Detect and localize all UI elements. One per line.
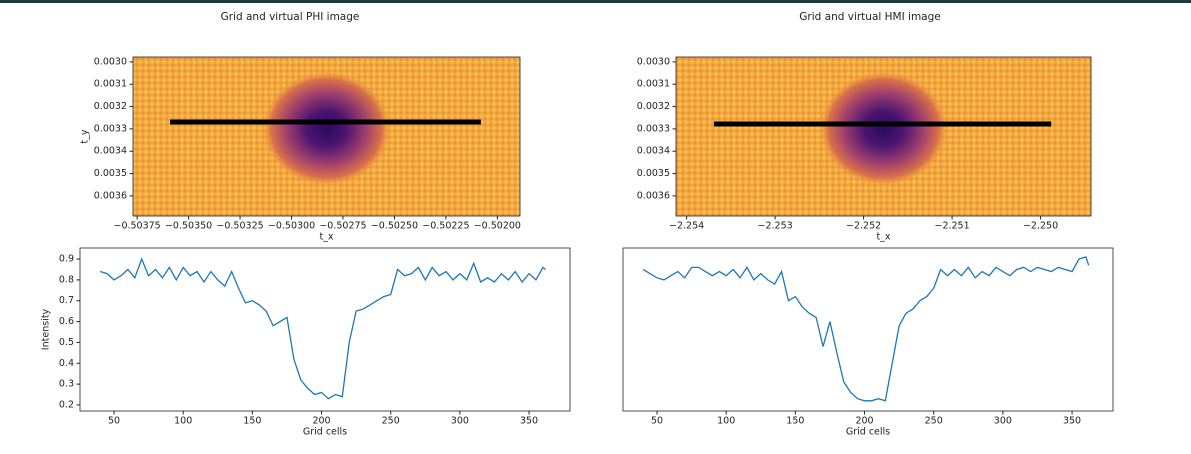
y-tick-label: 0.0034 xyxy=(94,146,127,157)
y-tick-label: 0.2 xyxy=(59,399,74,410)
x-axis-label: t_x xyxy=(876,232,890,243)
top-strip xyxy=(0,0,1191,3)
y-axis-label: t_y xyxy=(80,129,91,143)
x-tick-label: 250 xyxy=(382,416,400,427)
x-tick-label: 250 xyxy=(925,416,943,427)
y-tick-label: 0.0036 xyxy=(637,190,670,201)
y-tick-label: 0.0033 xyxy=(94,123,127,134)
x-tick-label: −0.50275 xyxy=(319,221,366,232)
y-tick-label: 0.0036 xyxy=(94,190,127,201)
y-tick-label: 0.0034 xyxy=(637,146,670,157)
x-tick-label: 350 xyxy=(1063,416,1081,427)
y-tick-label: 0.0033 xyxy=(637,123,670,134)
y-tick-label: 0.0030 xyxy=(94,56,127,67)
y-tick-label: 0.0030 xyxy=(637,56,670,67)
x-tick-label: −2.251 xyxy=(934,221,969,232)
x-tick-label: −0.50250 xyxy=(371,221,418,232)
sunspot xyxy=(261,70,392,187)
x-tick-label: −0.50375 xyxy=(113,221,160,232)
y-tick-label: 0.0032 xyxy=(637,101,670,112)
x-tick-label: 50 xyxy=(651,416,663,427)
x-tick-label: 100 xyxy=(174,416,192,427)
sunspot xyxy=(818,70,949,187)
x-axis-label: Grid cells xyxy=(303,427,347,438)
y-tick-label: 0.7 xyxy=(59,295,74,306)
x-tick-label: 150 xyxy=(243,416,261,427)
plot-frame xyxy=(79,247,571,412)
x-tick-label: −2.254 xyxy=(669,221,704,232)
plot-frame xyxy=(675,56,1092,217)
x-tick-label: −0.50225 xyxy=(422,221,469,232)
y-tick-label: 0.0031 xyxy=(637,79,670,90)
x-tick-label: 350 xyxy=(520,416,538,427)
x-tick-label: 200 xyxy=(855,416,873,427)
x-tick-label: 200 xyxy=(312,416,330,427)
y-axis-label: Intensity xyxy=(41,308,52,350)
line-series xyxy=(100,257,547,400)
y-tick-label: 0.4 xyxy=(59,358,74,369)
y-tick-label: 0.6 xyxy=(59,316,74,327)
x-tick-label: −0.50200 xyxy=(474,221,521,232)
y-tick-label: 0.3 xyxy=(59,379,74,390)
x-tick-label: 50 xyxy=(108,416,120,427)
chart-title: Grid and virtual HMI image xyxy=(799,11,940,23)
y-tick-label: 0.0031 xyxy=(94,79,127,90)
x-tick-label: −2.250 xyxy=(1023,221,1058,232)
y-tick-label: 0.5 xyxy=(59,337,74,348)
x-tick-label: −2.252 xyxy=(846,221,881,232)
x-tick-label: 300 xyxy=(451,416,469,427)
plot-frame xyxy=(622,247,1114,412)
x-tick-label: −0.50325 xyxy=(216,221,263,232)
x-tick-label: −0.50350 xyxy=(165,221,212,232)
y-tick-label: 0.0032 xyxy=(94,101,127,112)
x-tick-label: 150 xyxy=(786,416,804,427)
x-tick-label: 300 xyxy=(994,416,1012,427)
x-tick-label: 100 xyxy=(717,416,735,427)
y-tick-label: 0.8 xyxy=(59,274,74,285)
x-tick-label: −2.253 xyxy=(758,221,793,232)
plot-frame xyxy=(132,56,521,217)
chart-title: Grid and virtual PHI image xyxy=(221,11,360,23)
line-series xyxy=(642,256,1090,402)
y-tick-label: 0.9 xyxy=(59,254,74,265)
x-tick-label: −0.50300 xyxy=(268,221,315,232)
y-tick-label: 0.0035 xyxy=(94,168,127,179)
x-axis-label: t_x xyxy=(319,232,333,243)
x-axis-label: Grid cells xyxy=(846,427,890,438)
y-tick-label: 0.0035 xyxy=(637,168,670,179)
